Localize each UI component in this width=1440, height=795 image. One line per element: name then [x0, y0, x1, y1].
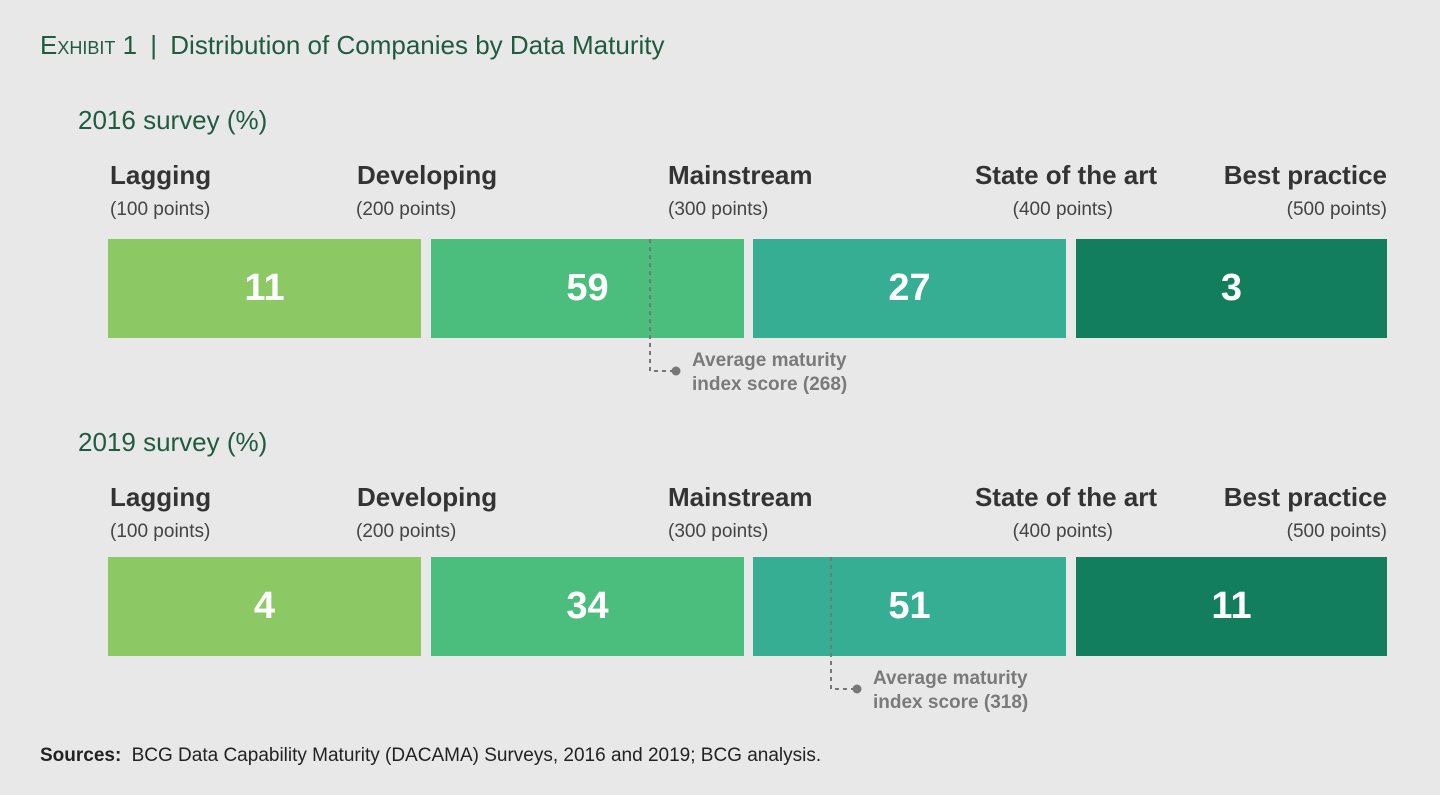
level-points: (300 points) [668, 199, 768, 220]
level-points: (500 points) [1287, 199, 1387, 220]
average-marker [649, 239, 675, 372]
level-name: Mainstream [668, 160, 813, 190]
annotation: index score (268) [692, 374, 847, 395]
exhibit-prefix: Exhibit 1 [40, 30, 137, 60]
level-points: (400 points) [1013, 199, 1113, 220]
level-name: Developing [357, 160, 497, 190]
separator: | [150, 30, 157, 60]
exhibit-title: Exhibit 1 | Distribution of Companies by… [40, 30, 664, 60]
source-label: Sources: [40, 745, 121, 766]
level-name: Best practice [1224, 160, 1387, 190]
segment-value: 3 [1221, 267, 1242, 309]
segment [108, 557, 421, 656]
level-points: (200 points) [356, 199, 456, 220]
average-marker [830, 557, 856, 690]
level-name: Lagging [110, 160, 211, 190]
annotation: index score (318) [873, 692, 1028, 713]
segment [753, 239, 1066, 338]
segment-value: 11 [1211, 585, 1251, 627]
source-text: BCG Data Capability Maturity (DACAMA) Su… [132, 745, 822, 766]
level-points: (100 points) [110, 199, 210, 220]
panel-title: 2019 survey (%) [78, 427, 267, 457]
annotation: Average maturity [873, 668, 1028, 689]
level-points: (500 points) [1287, 521, 1387, 542]
segment-value: 34 [566, 585, 608, 627]
segment-value: 4 [254, 585, 275, 627]
segment-value: 27 [888, 267, 930, 309]
segment-value: 11 [244, 267, 284, 309]
level-name: State of the art [975, 482, 1157, 512]
segment-value: 51 [888, 585, 930, 627]
segment [431, 557, 744, 656]
panel-title: 2016 survey (%) [78, 105, 267, 135]
source: Sources: BCG Data Capability Maturity (D… [40, 745, 821, 766]
segment [431, 239, 744, 338]
segment-value: 59 [566, 267, 608, 309]
level-name: Developing [357, 482, 497, 512]
segment [753, 557, 1066, 656]
level-points: (400 points) [1013, 521, 1113, 542]
segment [108, 239, 421, 338]
level-points: (100 points) [110, 521, 210, 542]
annotation: Average maturity [692, 350, 847, 371]
level-name: Best practice [1224, 482, 1387, 512]
level-name: Mainstream [668, 482, 813, 512]
level-name: State of the art [975, 160, 1157, 190]
level-name: Lagging [110, 482, 211, 512]
level-points: (200 points) [356, 521, 456, 542]
marker-dot [852, 684, 862, 694]
title: Distribution of Companies by Data Maturi… [170, 30, 664, 60]
segment [1076, 239, 1387, 338]
marker-dot [671, 366, 681, 376]
level-points: (300 points) [668, 521, 768, 542]
segment [1076, 557, 1387, 656]
